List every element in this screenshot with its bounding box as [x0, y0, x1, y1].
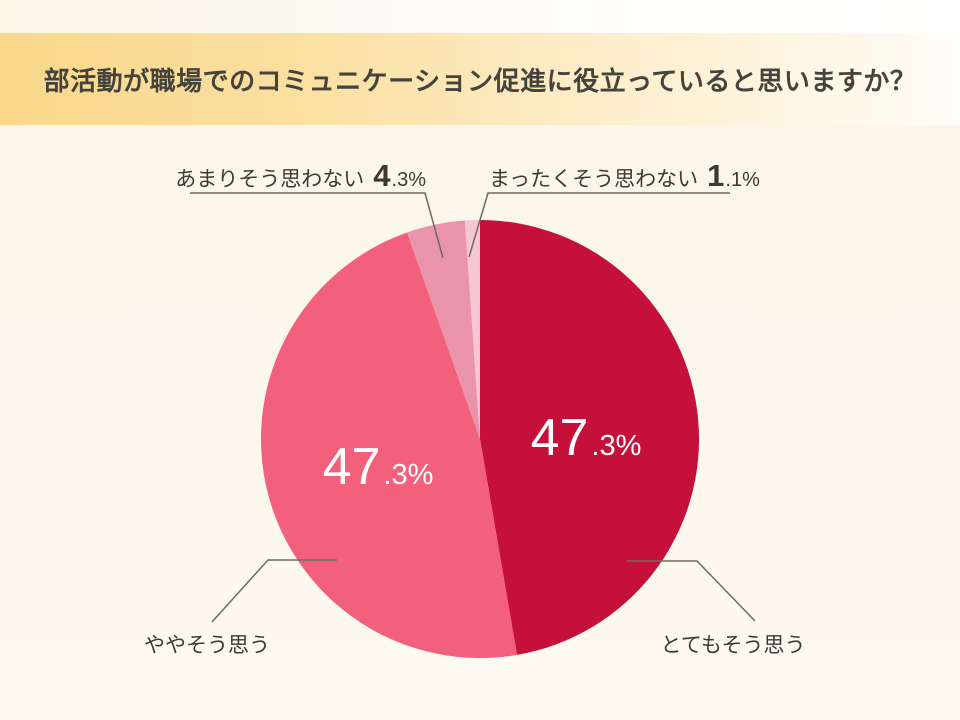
category-label-strongly-agree: とてもそう思う — [661, 634, 806, 657]
leader-line-strongly-agree — [627, 560, 756, 622]
title-band: 部活動が職場でのコミュニケーション促進に役立っていると思いますか？ — [0, 33, 960, 125]
pie-slice-strongly-agree — [480, 220, 700, 655]
pie-slice-strongly-disagree — [464, 220, 480, 439]
percent-label-strongly-agree: 47.3% — [531, 409, 642, 467]
pie-slice-somewhat-agree — [261, 232, 517, 659]
chart-title: 部活動が職場でのコミュニケーション促進に役立っていると思いますか？ — [43, 65, 917, 96]
category-label-somewhat-agree: ややそう思う — [144, 634, 270, 657]
top-margin-strip — [0, 0, 960, 33]
category-label-strongly-disagree: まったくそう思わない 1.1% — [489, 158, 760, 193]
leader-line-somewhat-disagree — [190, 192, 444, 259]
pie-slice-somewhat-disagree — [407, 220, 480, 439]
percent-label-somewhat-agree: 47.3% — [323, 438, 434, 496]
leader-line-somewhat-agree — [211, 559, 337, 623]
category-label-somewhat-disagree: あまりそう思わない 4.3% — [175, 158, 426, 193]
leader-line-strongly-disagree — [468, 192, 730, 258]
